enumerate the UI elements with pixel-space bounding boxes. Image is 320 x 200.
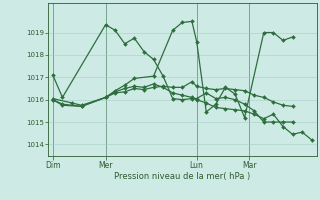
X-axis label: Pression niveau de la mer( hPa ): Pression niveau de la mer( hPa ) [114,172,251,181]
